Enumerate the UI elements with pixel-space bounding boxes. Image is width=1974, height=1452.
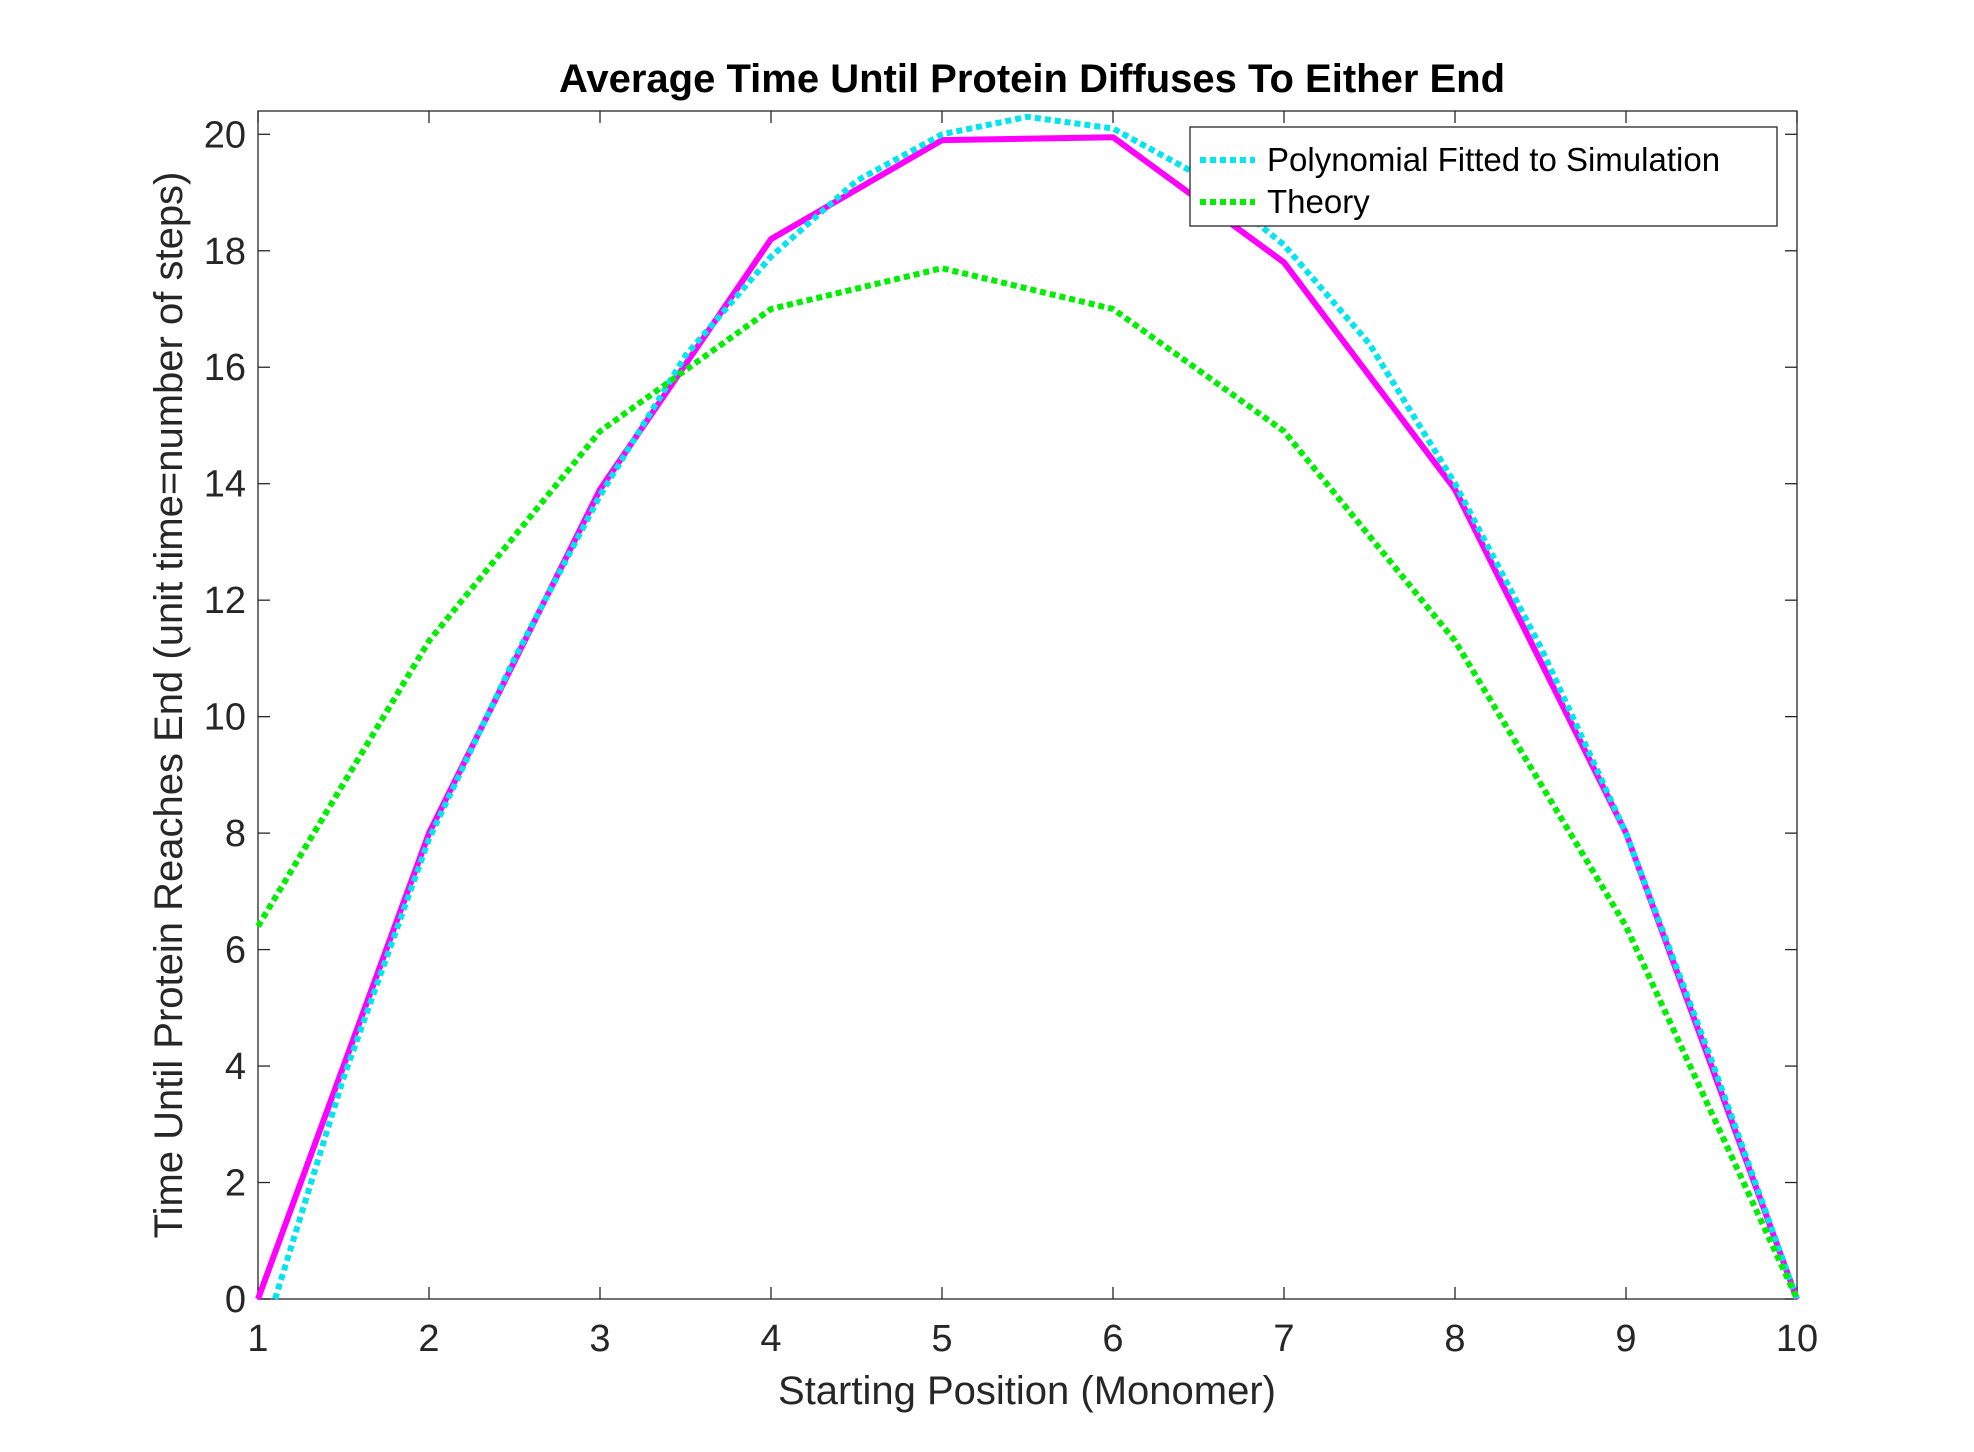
x-tick-label: 1: [247, 1318, 268, 1360]
chart-title: Average Time Until Protein Diffuses To E…: [559, 57, 1505, 101]
x-tick-label: 8: [1444, 1318, 1465, 1360]
y-tick-label: 2: [225, 1163, 246, 1205]
legend-entries: Polynomial Fitted to Simulation Theory: [1200, 141, 1720, 220]
x-tick-label: 9: [1615, 1318, 1636, 1360]
y-tick-label: 0: [225, 1279, 246, 1321]
y-tick-label: 6: [225, 930, 246, 972]
x-tick-label: 4: [760, 1318, 781, 1360]
y-tick-label: 14: [204, 464, 246, 506]
x-tick-label: 10: [1776, 1318, 1818, 1360]
legend: Polynomial Fitted to Simulation Theory: [1189, 126, 1778, 227]
legend-label: Theory: [1267, 183, 1370, 220]
y-tick-label: 18: [204, 231, 246, 273]
y-tick-label: 20: [204, 114, 246, 156]
x-tick-label: 3: [589, 1318, 610, 1360]
series-line-1: [272, 113, 1800, 1301]
x-tick-label: 7: [1273, 1318, 1294, 1360]
x-tick-label: 2: [418, 1318, 439, 1360]
legend-label: Polynomial Fitted to Simulation: [1267, 141, 1720, 178]
series-lines: [255, 113, 1800, 1301]
y-tick-label: 8: [225, 813, 246, 855]
x-tick-label: 6: [1102, 1318, 1123, 1360]
legend-box: [1189, 126, 1778, 227]
x-tick-label: 5: [931, 1318, 952, 1360]
y-tick-label: 16: [204, 347, 246, 389]
y-tick-label: 4: [225, 1046, 246, 1088]
x-axis-label: Starting Position (Monomer): [778, 1369, 1276, 1413]
y-tick-label: 10: [204, 697, 246, 739]
y-tick-label: 12: [204, 580, 246, 622]
y-axis-label: Time Until Protein Reaches End (unit tim…: [147, 172, 191, 1239]
series-line-2: [255, 265, 1800, 1301]
plot-area: [257, 110, 1798, 1300]
